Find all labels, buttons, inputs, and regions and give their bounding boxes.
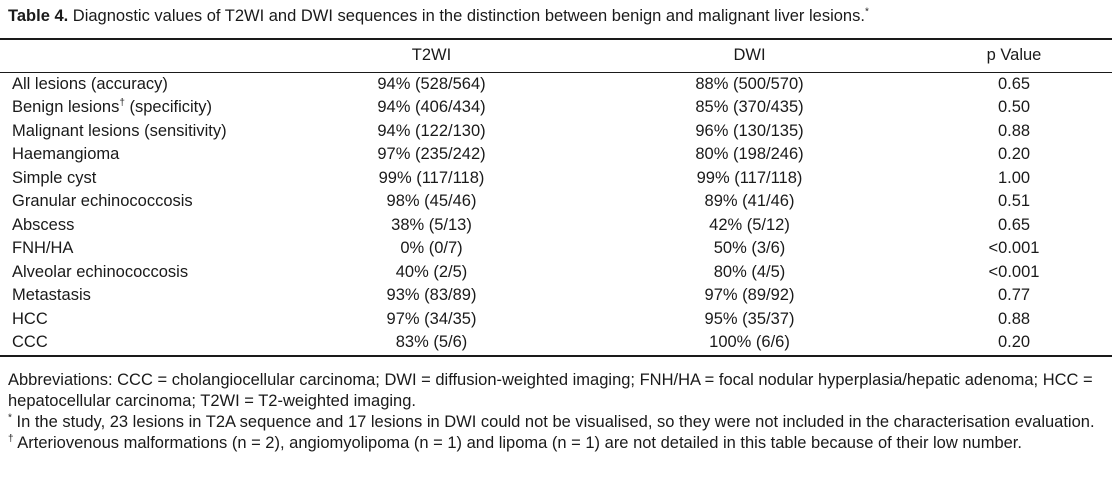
header-t2wi: T2WI: [280, 38, 583, 73]
table-row: HCC 97% (34/35) 95% (35/37) 0.88: [0, 308, 1112, 332]
row-label: Malignant lesions (sensitivity): [0, 120, 280, 144]
cell-p-value: 0.77: [997, 286, 1031, 304]
row-label: Benign lesions† (specificity): [0, 96, 280, 120]
footnote-1-marker: *: [8, 412, 12, 424]
cell-t2wi: 83% (5/6): [280, 331, 583, 357]
row-label-text: Benign lesions: [12, 98, 120, 116]
cell-p-value: 0.20: [997, 145, 1031, 163]
cell-t2wi: 0% (0/7): [400, 239, 463, 257]
diagnostic-values-table: T2WI DWI p Value All lesions (accuracy) 9…: [0, 38, 1112, 357]
cell-dwi: 85% (370/435): [695, 98, 804, 116]
row-label: Abscess: [0, 214, 280, 238]
row-label-text: Simple cyst: [12, 168, 97, 187]
cell-dwi: 80% (198/246): [695, 145, 804, 163]
row-label-text: FNH/HA: [12, 239, 74, 257]
cell-p-value: 1.00: [997, 168, 1031, 187]
cell-t2wi: 38% (5/13): [391, 215, 472, 234]
cell-p-value: 0.88: [997, 309, 1031, 328]
row-label: Simple cyst: [0, 167, 280, 191]
row-label-text: HCC: [12, 309, 48, 328]
cell-p-value: <0.001: [988, 239, 1040, 257]
table-notes: Abbreviations: CCC = cholangiocellular c…: [8, 370, 1108, 454]
cell-dwi: 42% (5/12): [709, 215, 790, 234]
table-row: Malignant lesions (sensitivity) 94% (122/…: [0, 120, 1112, 144]
cell-t2wi: 93% (83/89): [386, 286, 477, 304]
row-label: Haemangioma: [0, 143, 280, 167]
cell-p-value: 0.88: [997, 121, 1031, 140]
row-label-text: Abscess: [12, 215, 75, 234]
row-label: FNH/HA: [0, 237, 280, 261]
footnote-2-text: Arteriovenous malformations (n = 2), ang…: [13, 434, 1022, 452]
cell-dwi: 80% (4/5): [713, 262, 786, 281]
caption-text: Diagnostic values of T2WI and DWI sequen…: [68, 7, 865, 25]
footnote-1: * In the study, 23 lesions in T2A sequen…: [8, 412, 1108, 433]
footnote-2-marker: †: [8, 433, 14, 445]
table-row: Alveolar echinococcosis 40% (2/5) 80% (4/5…: [0, 261, 1112, 285]
cell-p-value: 0.50: [997, 98, 1031, 116]
table-row: Abscess 38% (5/13) 42% (5/12) 0.65: [0, 214, 1112, 238]
table-row: Simple cyst 99% (117/118) 99% (117/118) 1.0…: [0, 167, 1112, 191]
row-label-text: Haemangioma: [12, 145, 120, 163]
header-dwi: DWI: [583, 38, 916, 73]
abbreviations-note: Abbreviations: CCC = cholangiocellular c…: [8, 371, 1093, 410]
cell-p-value: <0.001: [988, 262, 1040, 281]
table-row: CCC 83% (5/6) 100% (6/6) 0.20: [0, 331, 1112, 357]
row-label: CCC: [0, 331, 280, 357]
table-header-row: T2WI DWI p Value: [0, 38, 1112, 73]
row-label: Metastasis: [0, 284, 280, 308]
cell-t2wi: 94% (406/434): [377, 98, 486, 116]
footnote-2: † Arteriovenous malformations (n = 2), a…: [8, 433, 1108, 454]
row-label: Alveolar echinococcosis: [0, 261, 280, 285]
row-label-text: CCC: [12, 333, 48, 351]
table-caption: Table 4. Diagnostic values of T2WI and D…: [8, 6, 869, 26]
table-row: Granular echinococcosis 98% (45/46) 89% (4…: [0, 190, 1112, 214]
cell-dwi: 50% (3/6): [713, 239, 786, 257]
table-row: Benign lesions† (specificity) 94% (406/43…: [0, 96, 1112, 120]
cell-t2wi: 99% (117/118): [378, 168, 485, 187]
cell-dwi: 95% (35/37): [704, 309, 795, 328]
row-label: All lesions (accuracy): [0, 72, 280, 96]
cell-t2wi: 98% (45/46): [386, 192, 477, 210]
row-label-text: Granular echinococcosis: [12, 192, 193, 210]
cell-dwi: 88% (500/570): [695, 74, 804, 93]
table-row: All lesions (accuracy) 94% (528/564) 88% (…: [0, 72, 1112, 96]
cell-p-value: 0.65: [997, 74, 1031, 93]
caption-marker: *: [864, 6, 869, 18]
cell-t2wi: 94% (528/564): [377, 74, 486, 93]
cell-t2wi: 94% (122/130): [377, 121, 486, 140]
table-body: All lesions (accuracy) 94% (528/564) 88% (…: [0, 72, 1112, 357]
caption-label: Table 4.: [8, 7, 69, 25]
row-label-text: All lesions (accuracy): [12, 74, 168, 93]
cell-p-value: 0.20: [916, 331, 1112, 357]
cell-p-value: 0.51: [997, 192, 1031, 210]
cell-t2wi: 97% (235/242): [377, 145, 486, 163]
header-lesion: [0, 38, 280, 73]
row-label-marker: †: [119, 97, 125, 109]
table-row: FNH/HA 0% (0/7) 50% (3/6) <0.001: [0, 237, 1112, 261]
table-row: Haemangioma 97% (235/242) 80% (198/246) 0.2…: [0, 143, 1112, 167]
table-row: Metastasis 93% (83/89) 97% (89/92) 0.77: [0, 284, 1112, 308]
cell-t2wi: 97% (34/35): [386, 309, 477, 328]
row-label-text: Alveolar echinococcosis: [12, 262, 189, 281]
row-label: Granular echinococcosis: [0, 190, 280, 214]
footnote-1-text: In the study, 23 lesions in T2A sequence…: [11, 413, 1095, 431]
cell-dwi: 100% (6/6): [583, 331, 916, 357]
cell-dwi: 97% (89/92): [704, 286, 795, 304]
cell-dwi: 89% (41/46): [704, 192, 795, 210]
row-label: HCC: [0, 308, 280, 332]
cell-p-value: 0.65: [997, 215, 1031, 234]
row-label-suffix: (specificity): [124, 98, 212, 116]
header-p-value: p Value: [916, 38, 1112, 73]
row-label-text: Metastasis: [12, 286, 91, 304]
row-label-text: Malignant lesions (sensitivity): [12, 121, 227, 140]
cell-dwi: 96% (130/135): [695, 121, 804, 140]
cell-t2wi: 40% (2/5): [395, 262, 468, 281]
cell-dwi: 99% (117/118): [696, 168, 803, 187]
